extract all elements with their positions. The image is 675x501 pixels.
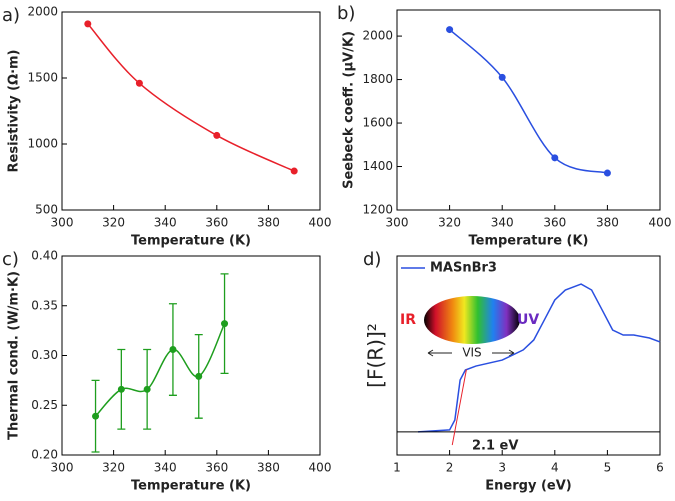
x-axis-label: Energy (eV)	[485, 479, 571, 494]
x-tick-label: 360	[205, 216, 228, 230]
y-tick-label: 1800	[362, 72, 393, 86]
y-tick-label: 1600	[362, 116, 393, 130]
x-tick-label: 6	[656, 461, 664, 475]
x-tick-label: 380	[596, 216, 619, 230]
data-point	[551, 154, 559, 162]
x-tick-label: 320	[102, 216, 125, 230]
x-tick-label: 300	[386, 216, 409, 230]
y-axis-label: Seebeck coeff. (μV/K)	[342, 31, 357, 189]
data-point	[92, 412, 100, 420]
y-tick-label: 0.30	[31, 348, 58, 362]
x-tick-label: 340	[491, 216, 514, 230]
y-axis-label: [F(R)]²	[364, 323, 388, 388]
y-axis-label: Thermal cond. (W/m·K)	[7, 271, 22, 440]
x-tick-label: 340	[154, 216, 177, 230]
panel-label: d)	[363, 249, 381, 270]
plot-frame	[61, 11, 321, 211]
x-tick-label: 360	[543, 216, 566, 230]
x-tick-label: 300	[51, 461, 74, 475]
x-tick-label: 360	[205, 461, 228, 475]
annotation: UV	[517, 312, 539, 328]
x-tick-label: 400	[309, 216, 332, 230]
y-tick-label: 1500	[27, 71, 58, 85]
data-line	[417, 283, 661, 433]
arrow	[427, 349, 515, 357]
data-point	[195, 372, 203, 380]
x-axis-label: Temperature (K)	[131, 234, 251, 249]
plot-frame	[396, 9, 661, 211]
annotation: IR	[400, 312, 416, 328]
y-tick-label: 0.20	[31, 448, 58, 462]
panel-label: a)	[2, 5, 20, 26]
y-axis-label: Resistivity (Ω·m)	[7, 50, 22, 173]
data-point	[221, 320, 229, 328]
data-line	[449, 29, 608, 174]
annotation: 2.1 eV	[472, 439, 518, 454]
x-tick-label: 320	[102, 461, 125, 475]
y-tick-label: 2000	[362, 29, 393, 43]
data-point	[603, 169, 611, 177]
y-tick-label: 0.40	[31, 249, 58, 263]
y-tick-label: 500	[35, 203, 58, 217]
data-point	[498, 73, 506, 81]
x-tick-label: 380	[257, 216, 280, 230]
fit-line	[451, 369, 467, 446]
plot-frame	[61, 255, 321, 456]
x-axis-label: Temperature (K)	[131, 479, 251, 494]
data-point	[135, 79, 143, 87]
data-point	[143, 385, 151, 393]
x-tick-label: 5	[604, 461, 612, 475]
x-axis-label: Temperature (K)	[469, 234, 589, 249]
x-tick-label: 1	[393, 461, 401, 475]
x-tick-label: 340	[154, 461, 177, 475]
data-line	[94, 323, 226, 417]
y-tick-label: 1000	[27, 137, 58, 151]
x-tick-label: 300	[51, 216, 74, 230]
legend-label: MASnBr3	[430, 261, 497, 276]
y-tick-label: 0.25	[31, 398, 58, 412]
data-line	[87, 23, 295, 172]
data-point	[446, 26, 454, 34]
annotation: VIS	[462, 346, 481, 360]
x-tick-label: 380	[257, 461, 280, 475]
x-tick-label: 3	[498, 461, 506, 475]
panel-label: b)	[337, 3, 355, 24]
panel-label: c)	[2, 249, 19, 270]
y-tick-label: 2000	[27, 5, 58, 19]
data-point	[84, 20, 92, 28]
x-tick-label: 400	[649, 216, 672, 230]
data-point	[290, 167, 298, 175]
plot-frame	[396, 255, 661, 456]
x-tick-label: 400	[309, 461, 332, 475]
y-tick-label: 1400	[362, 159, 393, 173]
x-tick-label: 4	[551, 461, 559, 475]
data-point	[117, 385, 125, 393]
x-tick-label: 2	[446, 461, 454, 475]
spectrum-image	[424, 296, 520, 344]
y-tick-label: 1200	[362, 203, 393, 217]
data-point	[213, 131, 221, 139]
x-tick-label: 320	[438, 216, 461, 230]
data-point	[169, 346, 177, 354]
y-tick-label: 0.35	[31, 298, 58, 312]
